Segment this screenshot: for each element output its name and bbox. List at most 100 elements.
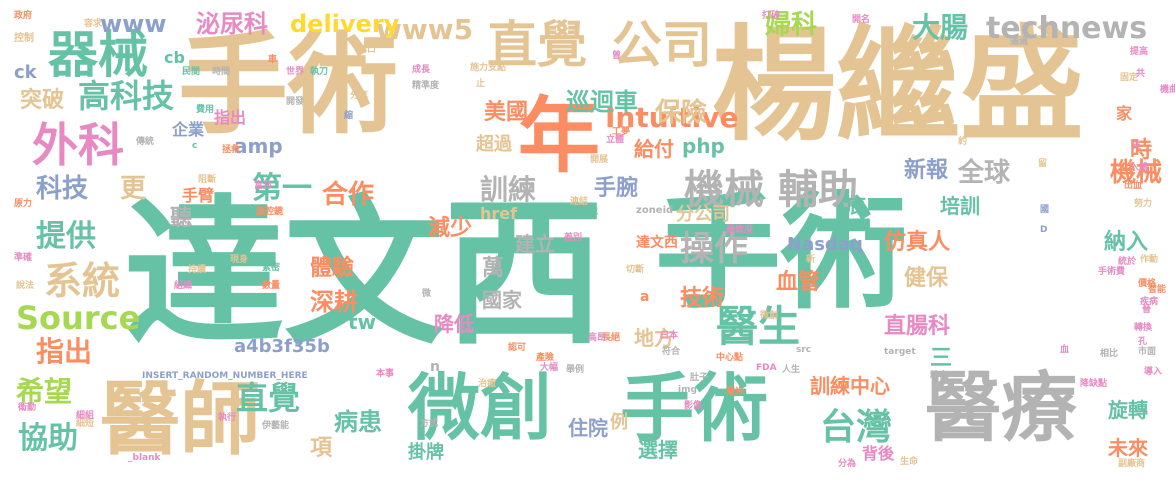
word: 萬 <box>482 256 505 281</box>
word: href <box>480 204 518 223</box>
word: 科技 <box>36 174 89 204</box>
word: 機械 <box>1110 158 1163 188</box>
word: 長絕 <box>602 333 621 343</box>
word: 例 <box>610 412 628 433</box>
word: 底 <box>846 194 866 218</box>
word: 住院 <box>568 416 608 440</box>
word: 生命 <box>900 457 919 467</box>
word: 價格 <box>1138 279 1157 289</box>
word: FDA <box>756 363 777 373</box>
word: 數量 <box>262 281 281 291</box>
word: 切斷 <box>626 265 645 275</box>
word: 項 <box>310 436 333 461</box>
word: 方式 <box>420 419 439 429</box>
word: 企業 <box>172 120 205 139</box>
word: 希望 <box>16 375 73 408</box>
word: Intuitive <box>605 101 739 134</box>
word: 打破 <box>762 11 781 21</box>
word: tw <box>348 310 377 334</box>
word: 達文西 <box>636 235 678 251</box>
word: 聽 <box>170 206 193 231</box>
word: 準確 <box>14 253 33 263</box>
word: 健保 <box>904 266 949 291</box>
word: 舉例 <box>566 365 585 375</box>
word: 旋轉 <box>1108 398 1148 422</box>
word: 控制 <box>14 33 34 44</box>
word: 泌尿科 <box>196 10 268 38</box>
word: 共 <box>1136 69 1146 79</box>
word: 醫師 <box>100 373 260 466</box>
word: 全球 <box>958 158 1011 188</box>
word: 指出 <box>214 108 247 127</box>
word: 分公司 <box>676 204 730 225</box>
word: 伊藝能 <box>262 421 290 431</box>
word: 手術 <box>655 179 907 326</box>
word: 中心點 <box>716 353 744 363</box>
word: INSERT_RANDOM_NUMBER_HERE <box>142 371 308 381</box>
word: 市面 <box>1138 347 1157 357</box>
word: 開發 <box>286 97 305 107</box>
word: 外科 <box>32 118 124 172</box>
word: 血管 <box>776 270 821 295</box>
word: www5 <box>376 13 474 46</box>
word: 系統 <box>44 259 121 303</box>
word: img <box>678 385 697 395</box>
word: target <box>884 347 916 357</box>
word: 縮 <box>344 111 354 121</box>
word: 努力 <box>1134 199 1153 209</box>
word: 第一 <box>252 171 312 206</box>
word: ck <box>14 62 37 83</box>
word: 直覺 <box>236 379 301 417</box>
word: 副廠商 <box>1118 459 1146 469</box>
word: 緊密 <box>262 263 281 273</box>
word: 精準度 <box>412 81 440 91</box>
word: 醫生 <box>716 302 801 351</box>
word: Source <box>16 299 141 337</box>
word: 符合 <box>662 347 681 357</box>
word: 大幅 <box>540 363 559 373</box>
word: 立體 <box>606 135 625 145</box>
word: 新 <box>806 255 816 265</box>
word: 止 <box>476 79 486 89</box>
word: 轉換 <box>1134 323 1153 333</box>
word: 細組 <box>76 411 95 421</box>
word: 留 <box>1038 159 1048 169</box>
word: 訓練中心 <box>810 374 890 398</box>
word: 困境 <box>580 207 599 217</box>
word: 相比 <box>1100 349 1119 359</box>
word: n <box>430 359 440 375</box>
word: 智能 <box>1148 285 1167 295</box>
word: a <box>640 289 650 305</box>
word: 細短 <box>76 419 95 429</box>
word: 仿真人 <box>884 230 951 255</box>
word: 背後 <box>862 444 895 463</box>
word: 國家 <box>482 288 522 312</box>
word: 腹腔鏡 <box>256 207 284 217</box>
word: 出血 <box>1124 181 1143 191</box>
word: 保險 <box>655 98 708 128</box>
word: 時間 <box>212 67 231 77</box>
word: 三 <box>930 346 953 371</box>
word: 微創 <box>408 366 553 450</box>
word: 手臂 <box>182 186 215 205</box>
word: 晉 <box>1142 305 1152 315</box>
word: 原力 <box>14 199 33 209</box>
word: 研究 <box>218 117 237 127</box>
word: 日本 <box>660 331 679 341</box>
word: 直覺 <box>487 16 587 74</box>
word: 通過 <box>1010 37 1029 47</box>
word: 費用 <box>196 105 215 115</box>
word: 分享 <box>350 91 369 101</box>
word: 選擇 <box>638 438 678 462</box>
word: 時 <box>1130 138 1153 163</box>
word: 機曲 <box>1160 85 1175 95</box>
word: 達文西 <box>124 180 605 367</box>
word: 年 <box>518 89 601 184</box>
word: D <box>1040 225 1048 235</box>
word: 曾 <box>612 51 622 61</box>
word: 本事 <box>376 369 395 379</box>
word: 認可 <box>508 343 527 353</box>
word: 開名 <box>852 15 871 25</box>
word: 影像 <box>684 401 703 411</box>
